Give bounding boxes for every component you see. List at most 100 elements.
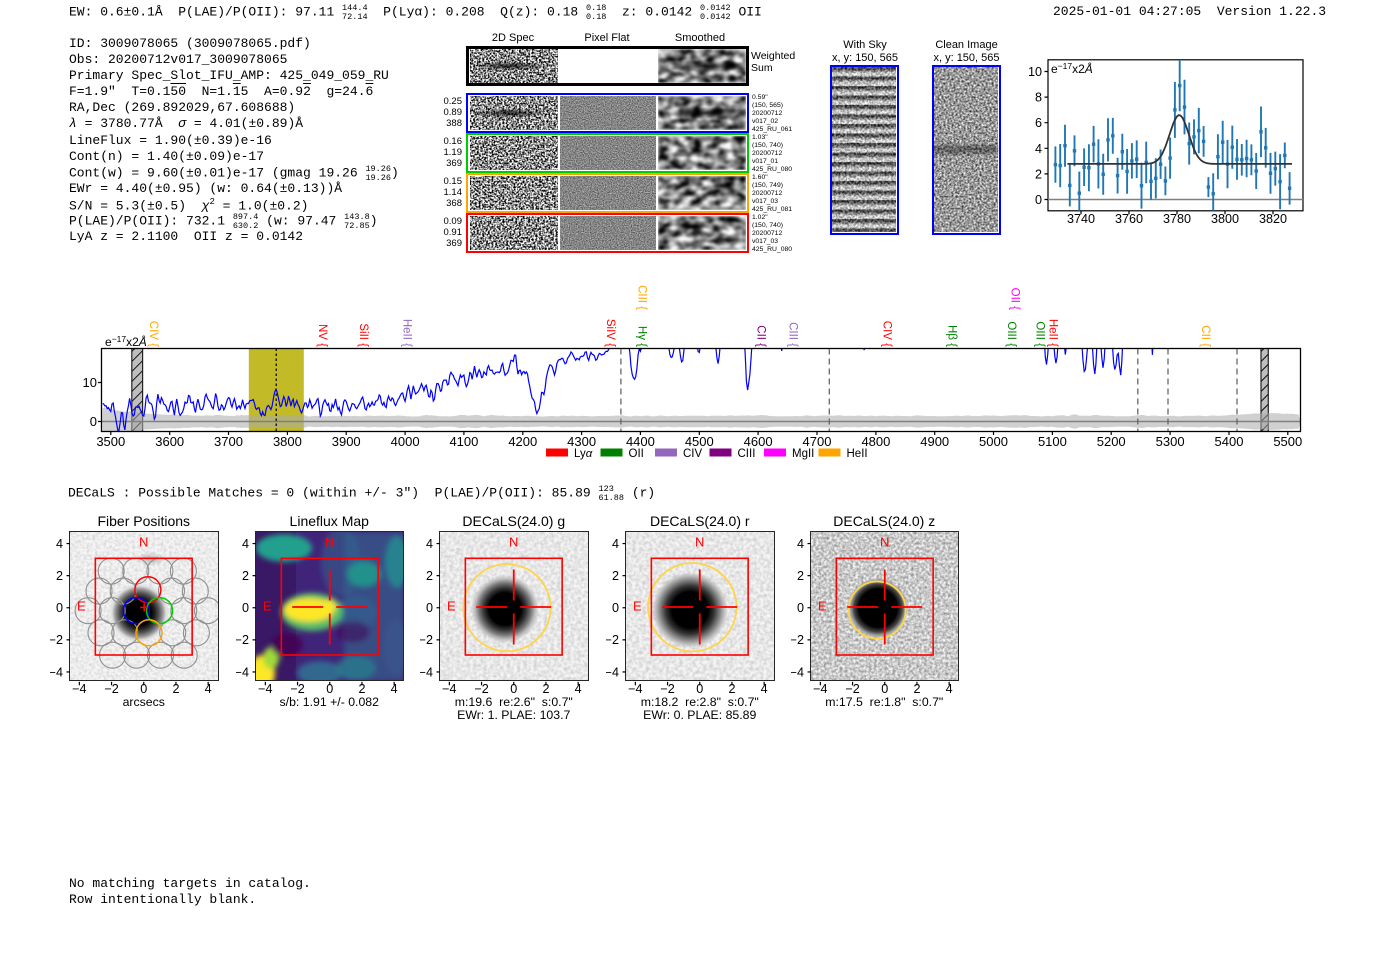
svg-text:4100: 4100 (449, 434, 478, 449)
svg-text:4: 4 (56, 536, 63, 550)
svg-text:3740: 3740 (1067, 212, 1095, 226)
svg-text:Hγ {: Hγ { (636, 326, 648, 347)
svg-text:4200: 4200 (508, 434, 537, 449)
svg-text:3800: 3800 (1211, 212, 1239, 226)
svg-text:0: 0 (426, 601, 433, 615)
svg-text:CIII {: CIII { (636, 285, 648, 310)
svg-text:4: 4 (1035, 142, 1042, 156)
svg-text:E: E (633, 598, 642, 613)
svg-text:4900: 4900 (920, 434, 949, 449)
svg-text:−2: −2 (660, 682, 674, 696)
svg-text:0: 0 (881, 682, 888, 696)
svg-text:2: 2 (241, 568, 248, 582)
svg-text:4: 4 (205, 682, 212, 696)
svg-text:0: 0 (796, 601, 803, 615)
svg-text:HeII {: HeII { (401, 319, 413, 347)
svg-text:Lyα: Lyα (574, 448, 593, 460)
svg-text:4: 4 (426, 536, 433, 550)
svg-text:3500: 3500 (96, 434, 125, 449)
svg-text:0: 0 (510, 682, 517, 696)
svg-text:CIV {: CIV { (881, 321, 893, 347)
svg-text:3820: 3820 (1259, 212, 1287, 226)
svg-text:4600: 4600 (744, 434, 773, 449)
svg-text:2: 2 (612, 568, 619, 582)
svg-text:CIV {: CIV { (147, 321, 159, 347)
svg-text:8: 8 (1035, 91, 1042, 105)
svg-text:−2: −2 (791, 633, 804, 647)
svg-text:4000: 4000 (391, 434, 420, 449)
svg-text:−4: −4 (258, 682, 272, 696)
svg-text:N: N (509, 534, 518, 549)
svg-text:4400: 4400 (626, 434, 655, 449)
svg-text:N: N (325, 534, 334, 549)
svg-text:e−17x2Å: e−17x2Å (105, 334, 147, 349)
svg-text:−2: −2 (104, 682, 118, 696)
svg-text:−4: −4 (72, 682, 86, 696)
svg-text:−2: −2 (420, 633, 433, 647)
svg-text:OIII {: OIII { (1034, 321, 1046, 347)
svg-text:5300: 5300 (1156, 434, 1185, 449)
svg-text:5100: 5100 (1038, 434, 1067, 449)
svg-text:−2: −2 (50, 633, 63, 647)
svg-text:2: 2 (913, 682, 920, 696)
svg-text:NV {: NV { (316, 324, 328, 347)
svg-text:3760: 3760 (1115, 212, 1143, 226)
svg-text:SiII {: SiII { (357, 323, 369, 347)
svg-text:N: N (695, 534, 704, 549)
svg-text:0: 0 (56, 601, 63, 615)
svg-text:0: 0 (1035, 193, 1042, 207)
svg-text:0: 0 (90, 414, 97, 429)
svg-text:N: N (880, 534, 889, 549)
svg-text:2: 2 (796, 568, 803, 582)
svg-text:e−17x2Å: e−17x2Å (1051, 61, 1093, 76)
svg-text:6: 6 (1035, 116, 1042, 130)
svg-text:4: 4 (796, 536, 803, 550)
svg-text:−2: −2 (845, 682, 859, 696)
svg-text:OII {: OII { (1009, 288, 1021, 311)
svg-text:HeII {: HeII { (1047, 319, 1059, 347)
svg-text:10: 10 (1028, 65, 1042, 79)
svg-text:5000: 5000 (979, 434, 1008, 449)
svg-text:MgII: MgII (792, 448, 814, 460)
svg-text:3780: 3780 (1163, 212, 1191, 226)
svg-text:2: 2 (1035, 167, 1042, 181)
svg-text:HeII: HeII (847, 448, 868, 460)
svg-text:2: 2 (56, 568, 63, 582)
svg-text:−2: −2 (474, 682, 488, 696)
svg-text:3600: 3600 (155, 434, 184, 449)
svg-text:CIII {: CIII { (787, 322, 799, 347)
svg-text:−4: −4 (236, 665, 249, 679)
svg-text:2: 2 (542, 682, 549, 696)
svg-text:0: 0 (326, 682, 333, 696)
svg-text:OIII {: OIII { (1005, 321, 1017, 347)
svg-text:E: E (447, 598, 456, 613)
svg-text:−4: −4 (791, 665, 804, 679)
svg-text:3800: 3800 (273, 434, 302, 449)
svg-text:−4: −4 (813, 682, 827, 696)
svg-text:10: 10 (83, 375, 97, 390)
svg-text:4: 4 (390, 682, 397, 696)
svg-text:−2: −2 (290, 682, 304, 696)
svg-text:E: E (818, 598, 827, 613)
svg-text:2: 2 (172, 682, 179, 696)
svg-text:0: 0 (140, 682, 147, 696)
svg-text:5400: 5400 (1215, 434, 1244, 449)
svg-text:−4: −4 (420, 665, 433, 679)
svg-text:2: 2 (426, 568, 433, 582)
svg-text:−4: −4 (442, 682, 456, 696)
svg-text:CIII: CIII (738, 448, 756, 460)
svg-text:4: 4 (612, 536, 619, 550)
svg-text:4: 4 (945, 682, 952, 696)
svg-text:CIV: CIV (683, 448, 703, 460)
svg-text:4500: 4500 (685, 434, 714, 449)
svg-text:4: 4 (761, 682, 768, 696)
svg-text:E: E (77, 598, 86, 613)
svg-text:2: 2 (358, 682, 365, 696)
svg-text:0: 0 (241, 601, 248, 615)
svg-text:0: 0 (612, 601, 619, 615)
svg-text:−4: −4 (628, 682, 642, 696)
svg-text:5500: 5500 (1273, 434, 1302, 449)
svg-text:CII {: CII { (1199, 325, 1211, 347)
svg-text:2: 2 (728, 682, 735, 696)
svg-text:4: 4 (575, 682, 582, 696)
